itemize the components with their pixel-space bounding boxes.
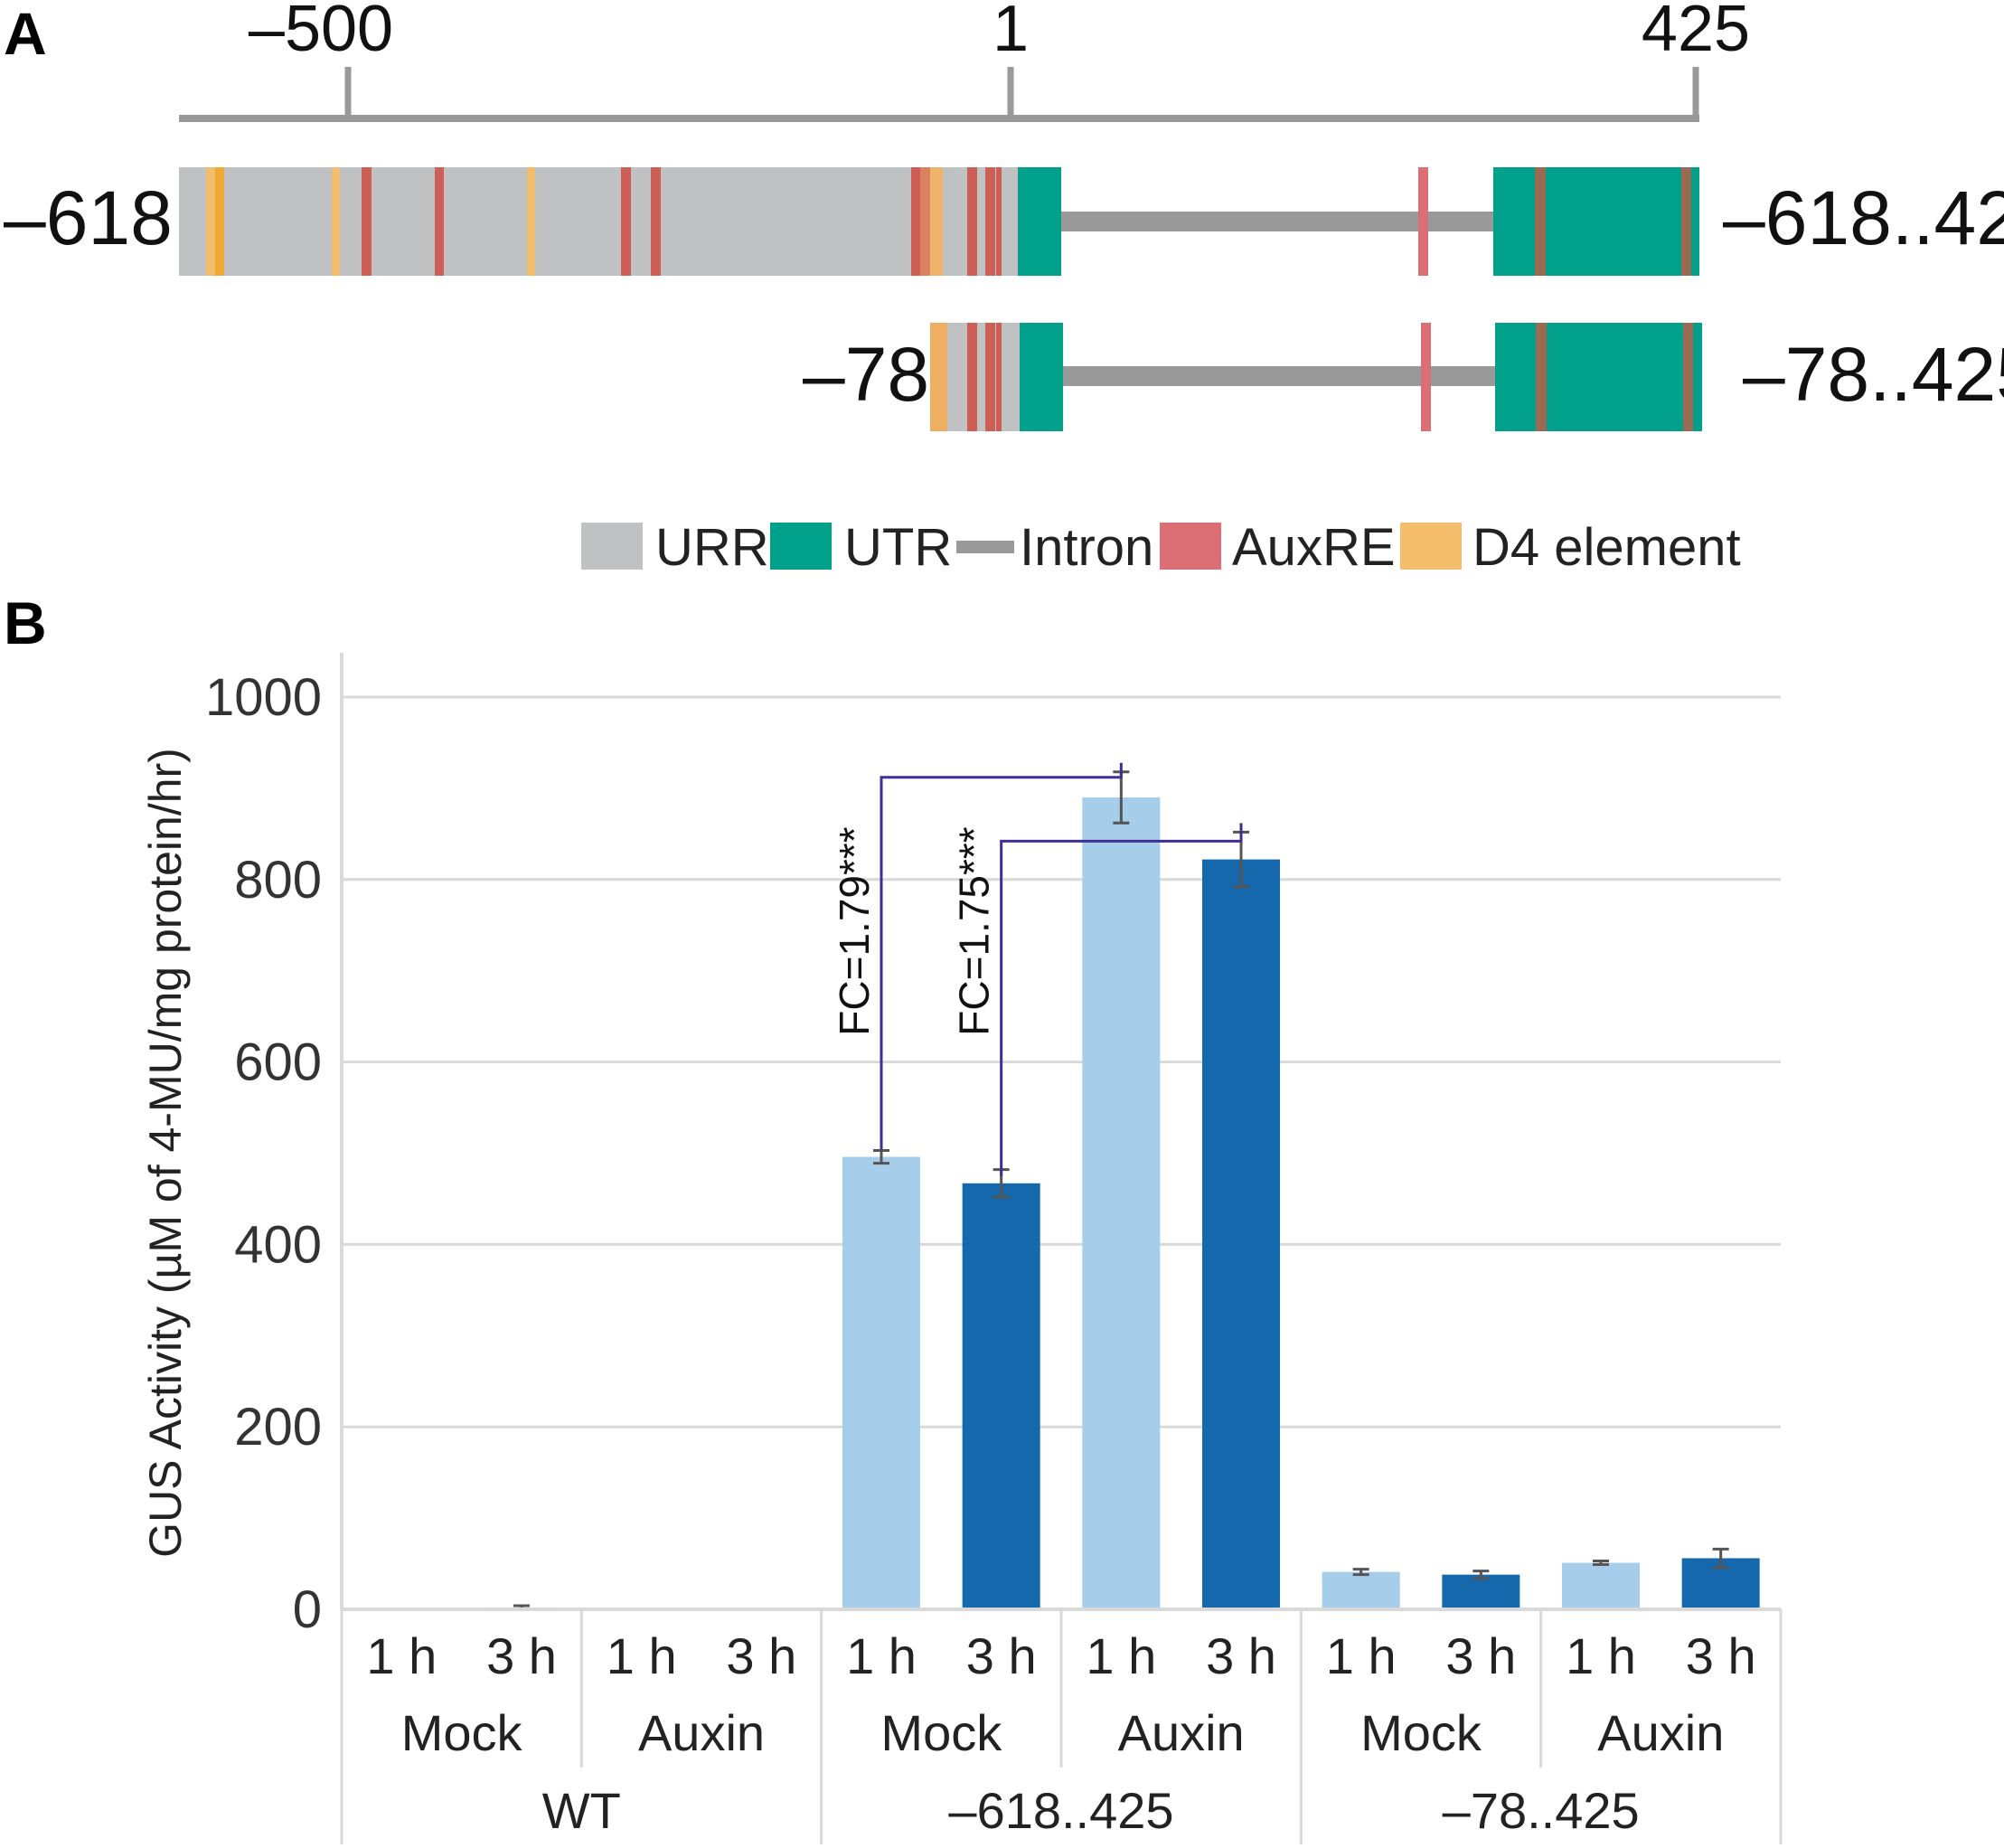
group-label: –618..425 [948,1782,1173,1839]
utr-segment [1018,167,1061,276]
d4-element [930,323,947,431]
ruler-tick-425: 425 [1642,0,1750,65]
x-tick-label: 1 h [366,1627,437,1684]
auxre-element [996,323,1002,431]
d4-element [527,167,535,276]
auxre-element [920,167,930,276]
bar [1562,1562,1640,1609]
ruler-tick-minus500: –500 [249,0,393,65]
panel-b-label: B [4,589,47,656]
bar [842,1156,920,1609]
construct-618-end-label: –618..425 [1723,175,2004,260]
auxre-element [1535,167,1546,276]
auxre-element [985,167,995,276]
bar [1202,859,1280,1609]
auxre-element [651,167,661,276]
fold-change-label: FC=1.79*** [831,826,878,1036]
auxre-element [985,323,995,431]
fold-change-label: FC=1.75*** [951,826,998,1036]
group-label: WT [542,1782,621,1839]
y-tick-label: 800 [234,851,322,910]
construct-618-start-label: –618 [4,175,173,260]
x-tick-label: 3 h [726,1627,796,1684]
construct-78-start-label: –78 [803,332,929,417]
y-tick-label: 1000 [205,668,322,727]
utr-segment [1495,323,1702,431]
group-label: –78..425 [1443,1782,1640,1839]
treatment-label: Mock [880,1704,1002,1761]
utr-segment [1493,167,1699,276]
legend-label-utr: UTR [844,518,952,577]
x-tick-label: 1 h [1326,1627,1397,1684]
y-tick-label: 0 [293,1580,322,1639]
y-tick-label: 600 [234,1033,322,1092]
intron-segment [1063,366,1495,386]
ruler-tick-1: 1 [993,0,1029,65]
y-tick-label: 200 [234,1398,322,1457]
auxre-element [911,167,920,276]
y-tick-label: 400 [234,1215,322,1274]
x-tick-label: 3 h [1206,1627,1276,1684]
treatment-label: Mock [1360,1704,1482,1761]
legend-label-auxre: AuxRE [1232,518,1396,577]
y-axis-title: GUS Activity (µM of 4-MU/mg protein/hr) [140,748,191,1558]
x-tick-label: 3 h [486,1627,557,1684]
auxre-element [996,167,1002,276]
auxre-element [967,323,977,431]
auxre-element [435,167,444,276]
x-tick-label: 1 h [1086,1627,1156,1684]
legend-label-urr: URR [655,518,769,577]
panel-a-label: A [4,0,47,67]
x-tick-label: 3 h [1445,1627,1516,1684]
legend: URR UTR Intron AuxRE D4 element [581,518,1741,577]
intron-segment [1061,212,1493,231]
bar [962,1183,1040,1609]
bar [1322,1571,1400,1609]
d4-element [215,167,224,276]
auxre-element [1683,323,1693,431]
legend-label-intron: Intron [1020,518,1153,577]
legend-swatch-urr [581,523,643,570]
treatment-label: Auxin [1597,1704,1724,1761]
treatment-label: Auxin [1118,1704,1245,1761]
construct-78-end-label: –78..425 [1743,332,2004,417]
bar [1082,797,1161,1609]
legend-swatch-utr [770,523,832,570]
treatment-label: Auxin [638,1704,765,1761]
bar-chart: 0 200 400 600 800 1000 GUS Activity (µM of 4-M… [140,653,1783,1844]
legend-swatch-d4 [1400,523,1462,570]
treatment-label: Mock [401,1704,523,1761]
auxre-element [1681,167,1691,276]
significance-bracket [880,762,1123,1150]
position-ruler: –500 1 425 [179,0,1750,122]
auxre-element [1418,167,1428,276]
significance-bracket [1000,823,1243,1176]
x-tick-label: 1 h [846,1627,917,1684]
auxre-element [967,167,977,276]
x-tick-label: 1 h [607,1627,677,1684]
legend-swatch-intron [956,541,1014,553]
auxre-element [621,167,631,276]
construct-78: –78 –78..425 [803,323,2004,431]
urr-segment [179,167,1018,276]
legend-swatch-auxre [1160,523,1221,570]
auxre-element [1536,323,1547,431]
d4-element [206,167,215,276]
construct-618: –618 –618..425 [4,167,2004,276]
d4-element [930,167,943,276]
legend-label-d4: D4 element [1472,518,1741,577]
d4-element [332,167,340,276]
bar [1442,1574,1520,1609]
x-tick-label: 3 h [1686,1627,1756,1684]
x-tick-label: 1 h [1566,1627,1636,1684]
utr-segment [1020,323,1063,431]
auxre-element [1421,323,1431,431]
x-tick-label: 3 h [966,1627,1037,1684]
auxre-element [362,167,372,276]
